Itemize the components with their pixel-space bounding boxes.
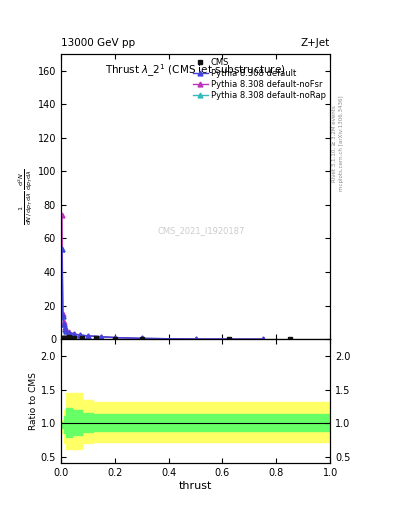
Pythia 8.308 default	[112, 334, 117, 340]
Pythia 8.308 default	[67, 329, 72, 335]
Pythia 8.308 default	[193, 336, 198, 342]
Pythia 8.308 default-noFsr	[140, 335, 144, 342]
CMS	[80, 335, 85, 341]
Line: Pythia 8.308 default-noFsr: Pythia 8.308 default-noFsr	[60, 212, 265, 342]
Pythia 8.308 default-noFsr	[67, 329, 72, 335]
Pythia 8.308 default-noFsr	[64, 327, 69, 333]
CMS	[67, 334, 72, 340]
CMS	[94, 335, 98, 342]
Pythia 8.308 default-noFsr	[99, 334, 104, 340]
Line: Pythia 8.308 default-noRap: Pythia 8.308 default-noRap	[60, 246, 265, 342]
Pythia 8.308 default	[72, 331, 77, 337]
Pythia 8.308 default-noFsr	[62, 325, 67, 331]
CMS	[140, 336, 144, 342]
X-axis label: thrust: thrust	[179, 481, 212, 491]
Pythia 8.308 default	[140, 335, 144, 342]
Legend: CMS, Pythia 8.308 default, Pythia 8.308 default-noFsr, Pythia 8.308 default-noRa: CMS, Pythia 8.308 default, Pythia 8.308 …	[191, 56, 328, 102]
Pythia 8.308 default	[99, 334, 104, 340]
Pythia 8.308 default-noRap	[67, 329, 72, 335]
Y-axis label: $\frac{1}{\mathrm{d}N\,/\,\mathrm{d}p_T\,\mathrm{d}\lambda}\,\frac{\mathrm{d}^2 : $\frac{1}{\mathrm{d}N\,/\,\mathrm{d}p_T\…	[17, 168, 35, 225]
Pythia 8.308 default	[62, 326, 67, 332]
Pythia 8.308 default-noFsr	[112, 334, 117, 340]
CMS	[72, 334, 77, 340]
Pythia 8.308 default	[86, 333, 90, 339]
Pythia 8.308 default-noFsr	[86, 333, 90, 339]
Pythia 8.308 default-noRap	[61, 313, 65, 319]
CMS	[61, 335, 66, 341]
Pythia 8.308 default-noFsr	[61, 311, 65, 317]
CMS	[112, 336, 117, 342]
Text: Rivet 3.1.10, ≥ 3.2M events: Rivet 3.1.10, ≥ 3.2M events	[332, 105, 337, 182]
CMS	[227, 336, 231, 343]
Pythia 8.308 default-noRap	[140, 335, 144, 342]
Line: Pythia 8.308 default: Pythia 8.308 default	[60, 246, 265, 342]
Pythia 8.308 default-noRap	[193, 336, 198, 342]
Pythia 8.308 default-noRap	[112, 334, 117, 340]
Pythia 8.308 default-noRap	[72, 331, 77, 337]
Pythia 8.308 default	[77, 332, 82, 338]
Text: 13000 GeV pp: 13000 GeV pp	[61, 38, 135, 48]
Text: CMS_2021_I1920187: CMS_2021_I1920187	[157, 226, 244, 235]
CMS	[64, 334, 69, 340]
CMS	[59, 336, 64, 342]
Pythia 8.308 default-noRap	[60, 245, 64, 251]
Pythia 8.308 default-noFsr	[61, 319, 66, 326]
Pythia 8.308 default-noFsr	[193, 336, 198, 342]
Pythia 8.308 default	[60, 245, 64, 251]
Text: mcplots.cern.ch [arXiv:1306.3436]: mcplots.cern.ch [arXiv:1306.3436]	[339, 96, 344, 191]
Text: Z+Jet: Z+Jet	[301, 38, 330, 48]
Pythia 8.308 default	[61, 321, 66, 327]
Pythia 8.308 default-noRap	[62, 326, 67, 332]
Pythia 8.308 default-noRap	[261, 336, 265, 343]
CMS	[62, 335, 67, 341]
Pythia 8.308 default-noFsr	[60, 212, 64, 218]
Pythia 8.308 default-noRap	[86, 333, 90, 339]
CMS	[60, 335, 64, 342]
Pythia 8.308 default-noRap	[61, 321, 66, 327]
Pythia 8.308 default-noFsr	[72, 331, 77, 337]
Y-axis label: Ratio to CMS: Ratio to CMS	[29, 372, 38, 430]
Pythia 8.308 default	[261, 336, 265, 343]
Pythia 8.308 default-noRap	[64, 328, 69, 334]
Pythia 8.308 default-noFsr	[261, 336, 265, 343]
Pythia 8.308 default-noFsr	[77, 332, 82, 338]
CMS	[61, 335, 65, 341]
Pythia 8.308 default	[64, 328, 69, 334]
Pythia 8.308 default	[61, 313, 65, 319]
Text: Thrust $\lambda\_2^1$ (CMS jet substructure): Thrust $\lambda\_2^1$ (CMS jet substruct…	[105, 62, 286, 79]
CMS	[287, 336, 292, 343]
Line: CMS: CMS	[59, 335, 292, 342]
Pythia 8.308 default-noRap	[77, 332, 82, 338]
Pythia 8.308 default-noRap	[99, 334, 104, 340]
